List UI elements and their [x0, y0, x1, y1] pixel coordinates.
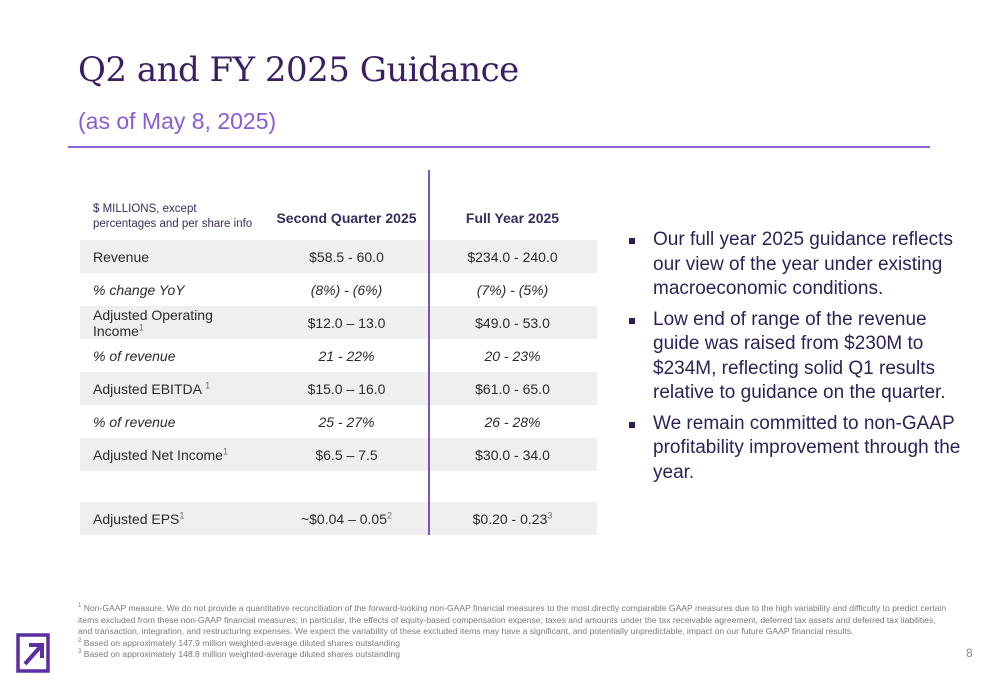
footnote-ref: 3	[547, 509, 553, 520]
units-header-line2: percentages and per share info	[93, 218, 253, 230]
row-label: Adjusted Operating Income1	[80, 307, 265, 339]
footnote-ref: 1	[138, 321, 144, 332]
fy-value: $61.0 - 65.0	[475, 380, 550, 397]
q2-value: 25 - 27%	[318, 413, 375, 430]
bullet-text: We remain committed to non-GAAP profitab…	[653, 412, 961, 483]
q2-value: (8%) - (6%)	[310, 281, 383, 298]
bullet-text: Low end of range of the revenue guide wa…	[653, 308, 946, 404]
q2-value: $15.0 – 16.0	[307, 380, 386, 397]
footnote-mark: 2	[78, 637, 82, 644]
fy-value: (7%) - (5%)	[476, 281, 549, 298]
table-header-row: $ MILLIONS, except percentages and per s…	[80, 190, 597, 240]
footnote-text: Non-GAAP measure. We do not provide a qu…	[78, 603, 947, 637]
fy-value: 20 - 23%	[484, 347, 541, 364]
q2-value: $58.5 - 60.0	[309, 248, 384, 265]
footnote-text: Based on approximately 147.9 million wei…	[83, 637, 400, 648]
table-row-adj-net-income: Adjusted Net Income1 $6.5 – 7.5 $30.0 - …	[80, 438, 597, 471]
footnote-ref: 1	[179, 509, 185, 520]
row-label-text: Adjusted Net Income	[93, 446, 223, 463]
arrow-square-logo-icon	[16, 633, 50, 673]
commentary-bullets: Our full year 2025 guidance reflects our…	[627, 228, 977, 491]
fy-value-text: $0.20 - 0.23	[472, 510, 548, 527]
bullet-text: Our full year 2025 guidance reflects our…	[653, 229, 953, 299]
units-header-line1: $ MILLIONS, except	[93, 203, 197, 215]
row-label: Adjusted EPS1	[80, 509, 265, 527]
table-row-adj-operating-income: Adjusted Operating Income1 $12.0 – 13.0 …	[80, 306, 597, 339]
row-label-text: % of revenue	[93, 347, 176, 364]
row-label: % change YoY	[80, 282, 265, 298]
footnote-2: 2 Based on approximately 147.9 million w…	[78, 638, 948, 650]
row-label: Adjusted EBITDA 1	[80, 379, 265, 397]
row-label-text: Adjusted EBITDA	[93, 380, 206, 397]
row-label: Revenue	[80, 249, 265, 265]
footnote-ref: 1	[205, 379, 211, 390]
table-row-adj-ebitda: Adjusted EBITDA 1 $15.0 – 16.0 $61.0 - 6…	[80, 372, 597, 405]
table-row-revenue: Revenue $58.5 - 60.0 $234.0 - 240.0	[80, 240, 597, 273]
row-label-text: Adjusted EPS	[93, 510, 180, 527]
fy-value: $30.0 - 34.0	[475, 446, 550, 463]
bullet-item: We remain committed to non-GAAP profitab…	[627, 412, 977, 486]
fy-value: $0.20 - 0.233	[428, 509, 597, 527]
footnote-mark: 1	[78, 603, 82, 610]
row-label: Adjusted Net Income1	[80, 445, 265, 463]
table-spacer-row	[80, 471, 597, 502]
fy-value: $49.0 - 53.0	[475, 314, 550, 331]
footnotes: 1 Non-GAAP measure. We do not provide a …	[78, 603, 948, 661]
footnote-1: 1 Non-GAAP measure. We do not provide a …	[78, 603, 948, 638]
square-bullet-icon	[629, 317, 635, 324]
row-label-text: Revenue	[93, 248, 150, 265]
q2-value: ~$0.04 – 0.052	[265, 509, 428, 527]
footnote-mark: 3	[78, 649, 82, 656]
guidance-table: $ MILLIONS, except percentages and per s…	[80, 190, 597, 535]
q2-value: $12.0 – 13.0	[307, 314, 386, 331]
bullet-item: Our full year 2025 guidance reflects our…	[627, 228, 977, 302]
page-subtitle: (as of May 8, 2025)	[78, 108, 277, 134]
table-row-adj-eps: Adjusted EPS1 ~$0.04 – 0.052 $0.20 - 0.2…	[80, 502, 597, 535]
fy-value: 26 - 28%	[484, 413, 541, 430]
q2-value: 21 - 22%	[318, 347, 375, 364]
column-divider	[428, 170, 430, 535]
title-divider	[68, 146, 930, 148]
footnote-text: Based on approximately 148.8 million wei…	[83, 649, 400, 660]
page-title: Q2 and FY 2025 Guidance	[78, 50, 519, 90]
footnote-ref: 1	[222, 445, 228, 456]
row-label: % of revenue	[80, 414, 265, 430]
table-row-ebitda-margin: % of revenue 25 - 27% 26 - 28%	[80, 405, 597, 438]
square-bullet-icon	[629, 238, 635, 244]
q2-value-text: ~$0.04 – 0.05	[300, 510, 387, 527]
fy-header: Full Year 2025	[465, 210, 560, 226]
row-label-text: Adjusted Operating Income	[93, 306, 213, 339]
footnote-3: 3 Based on approximately 148.8 million w…	[78, 649, 948, 661]
row-label-text: % change YoY	[93, 281, 185, 298]
row-label-text: % of revenue	[93, 413, 176, 430]
bullet-item: Low end of range of the revenue guide wa…	[627, 308, 977, 406]
row-label: % of revenue	[80, 348, 265, 364]
q2-value: $6.5 – 7.5	[315, 446, 378, 463]
table-row-change-yoy: % change YoY (8%) - (6%) (7%) - (5%)	[80, 273, 597, 306]
q2-header: Second Quarter 2025	[276, 210, 417, 226]
fy-value: $234.0 - 240.0	[467, 248, 558, 265]
units-header: $ MILLIONS, except percentages and per s…	[80, 198, 265, 232]
page-number: 8	[966, 646, 973, 660]
square-bullet-icon	[629, 421, 635, 428]
footnote-ref: 2	[387, 509, 393, 520]
table-row-op-margin: % of revenue 21 - 22% 20 - 23%	[80, 339, 597, 372]
